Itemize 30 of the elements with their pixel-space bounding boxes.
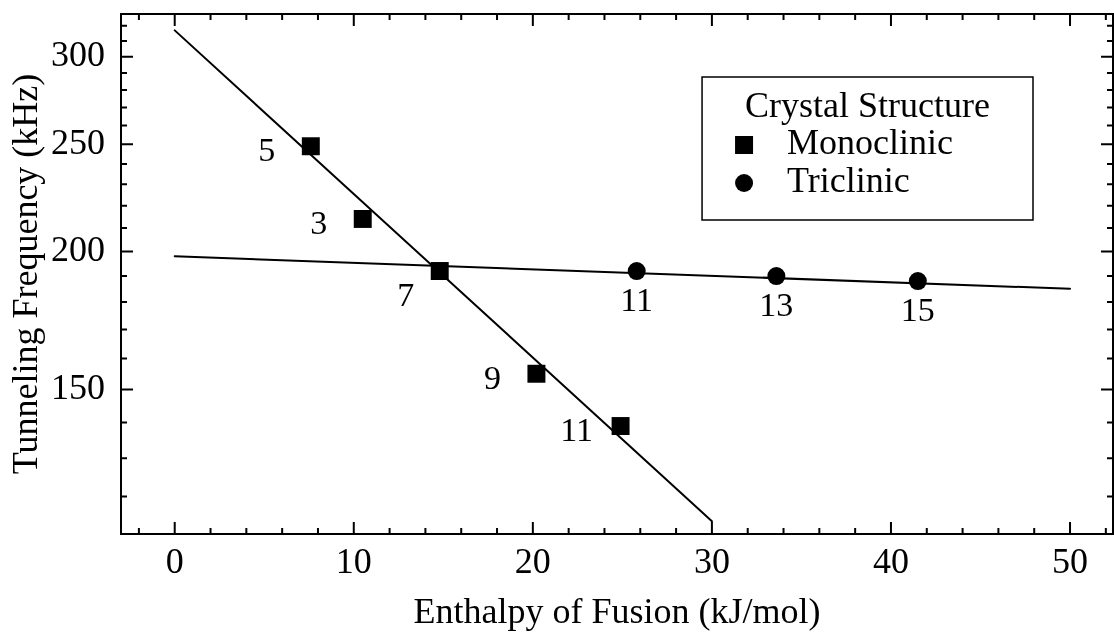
annotation: 13	[759, 285, 794, 323]
y-tick-label: 200	[51, 228, 105, 269]
point	[430, 262, 449, 280]
annotation: 7	[397, 275, 415, 313]
y-tick-label: 300	[51, 34, 105, 75]
point	[301, 137, 320, 156]
point	[767, 267, 786, 286]
y-axis-title: Tunneling Frequency (kHz)	[5, 73, 46, 475]
point	[908, 272, 927, 291]
x-tick-label: 20	[514, 541, 551, 582]
y-tick-label: 150	[51, 366, 105, 407]
x-tick-label: 40	[872, 541, 909, 582]
annotation: 11	[560, 410, 593, 448]
legend-label: Triclinic	[787, 160, 910, 201]
x-tick-label: 30	[693, 541, 730, 582]
annotation: 5	[258, 131, 276, 169]
y-tick-label: 250	[51, 121, 105, 162]
x-tick-label: 0	[165, 541, 184, 582]
legend-title: Crystal Structure	[745, 85, 990, 126]
annotation: 9	[483, 358, 501, 396]
point	[627, 262, 646, 281]
annotation: 15	[900, 291, 935, 329]
point	[353, 209, 372, 228]
annotation: 3	[310, 203, 328, 241]
x-tick-label: 10	[335, 541, 372, 582]
point	[527, 364, 546, 383]
annotation: 11	[620, 280, 654, 318]
x-tick-label: 50	[1052, 541, 1089, 582]
x-axis-title: Enthalpy of Fusion (kJ/mol)	[413, 590, 821, 631]
point	[611, 417, 630, 436]
